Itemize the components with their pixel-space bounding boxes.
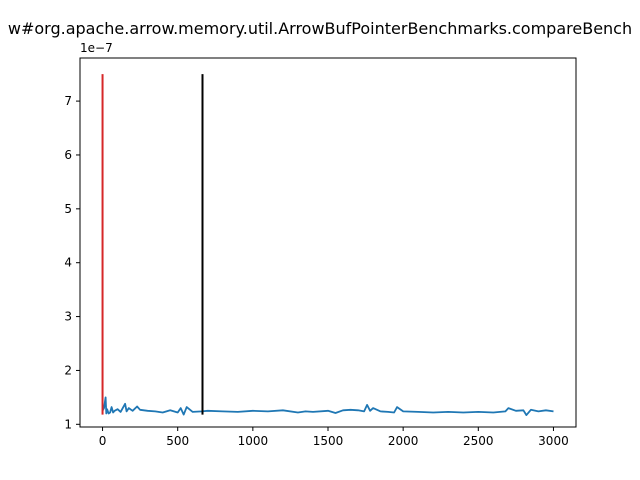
- y-tick-label: 7: [64, 94, 72, 108]
- x-tick-label: 2500: [463, 434, 494, 448]
- plot-area: [101, 74, 554, 417]
- y-tick-label: 2: [64, 363, 72, 377]
- x-axis: 0 500 1000 1500 2000 2500 3000: [99, 427, 569, 448]
- series-line-0: [101, 396, 554, 417]
- x-tick-label: 3000: [538, 434, 569, 448]
- y-tick-label: 5: [64, 202, 72, 216]
- x-tick-label: 0: [99, 434, 107, 448]
- x-tick-label: 1000: [238, 434, 269, 448]
- y-offset-label: 1e−7: [80, 41, 113, 55]
- x-tick-label: 2000: [388, 434, 419, 448]
- y-tick-label: 6: [64, 148, 72, 162]
- x-tick-label: 500: [166, 434, 189, 448]
- y-tick-label: 3: [64, 310, 72, 324]
- y-tick-label: 1: [64, 417, 72, 431]
- x-tick-label: 1500: [313, 434, 344, 448]
- chart-title: w#org.apache.arrow.memory.util.ArrowBufP…: [8, 19, 632, 38]
- y-tick-label: 4: [64, 256, 72, 270]
- axes-frame: [79, 57, 577, 428]
- y-axis: 1 2 3 4 5 6 7: [64, 94, 80, 431]
